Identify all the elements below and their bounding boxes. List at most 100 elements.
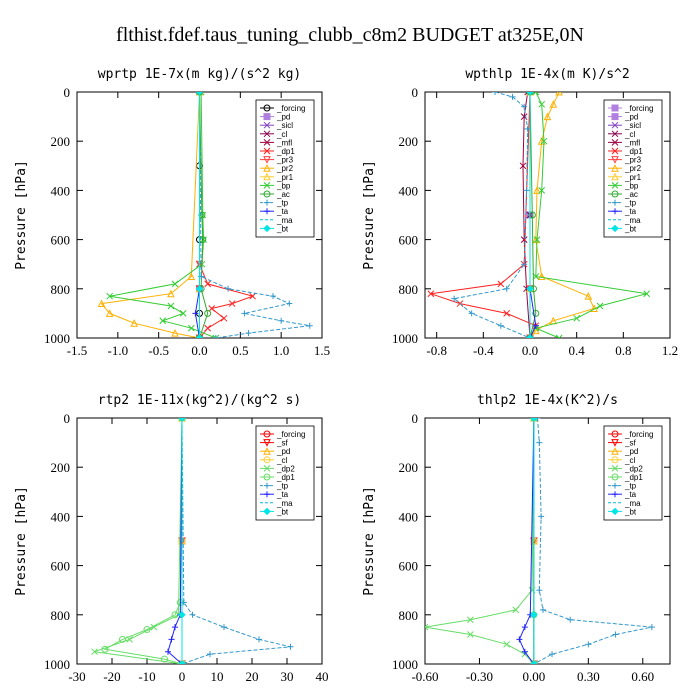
legend-entry: _bt bbox=[276, 507, 289, 516]
data-point bbox=[287, 643, 294, 650]
y-tick-label: 200 bbox=[399, 460, 419, 475]
series-line-dp1 bbox=[103, 418, 183, 664]
legend-marker bbox=[611, 130, 619, 138]
data-point bbox=[91, 648, 98, 656]
y-tick-label: 0 bbox=[64, 411, 71, 426]
x-tick-label: 1.5 bbox=[314, 343, 330, 358]
legend-marker bbox=[611, 465, 619, 472]
plot-frame bbox=[424, 417, 671, 665]
legend-entry: _dp1 bbox=[276, 473, 295, 482]
x-tick-label: 0.00 bbox=[523, 669, 546, 684]
data-point bbox=[532, 92, 540, 96]
data-point bbox=[171, 328, 179, 337]
data-point bbox=[526, 92, 534, 96]
legend-box bbox=[603, 425, 663, 521]
data-point bbox=[204, 280, 212, 288]
data-point bbox=[497, 280, 505, 288]
data-point bbox=[130, 319, 138, 327]
panel-title: wprtp 1E-7x(m kg)/(s^2 kg) bbox=[98, 67, 302, 82]
series-line-dp2 bbox=[425, 418, 535, 664]
legend-entry: _ma bbox=[276, 216, 293, 225]
y-tick-label: 600 bbox=[399, 559, 419, 574]
data-point bbox=[207, 651, 213, 658]
legend-entry: _bp bbox=[624, 181, 639, 190]
series-line-ac bbox=[199, 92, 209, 338]
y-tick-label: 1000 bbox=[44, 657, 70, 672]
data-point bbox=[540, 137, 548, 145]
legend-marker bbox=[263, 456, 271, 464]
legend-marker bbox=[611, 113, 619, 121]
legend-entry: _bp bbox=[276, 181, 291, 190]
data-point bbox=[159, 317, 167, 325]
y-tick-label: 0 bbox=[64, 85, 71, 100]
data-point bbox=[189, 611, 196, 618]
legend-entry: _dp1 bbox=[624, 147, 643, 156]
legend-entry: _bt bbox=[624, 224, 637, 233]
x-tick-label: 0.4 bbox=[569, 343, 586, 358]
legend-marker bbox=[263, 130, 271, 138]
legend-entry: _sicl bbox=[276, 121, 293, 130]
data-point bbox=[612, 631, 619, 638]
y-tick-label: 0 bbox=[412, 411, 419, 426]
data-point bbox=[503, 310, 511, 317]
legend-entry: _cl bbox=[276, 456, 287, 465]
legend-entry: _tp bbox=[276, 482, 289, 491]
data-point bbox=[543, 112, 552, 121]
x-tick-label: -30 bbox=[68, 669, 85, 684]
x-tick-label: 1.0 bbox=[273, 343, 289, 358]
legend-marker bbox=[263, 113, 271, 121]
data-point bbox=[521, 261, 528, 268]
legend-entry: _forcing bbox=[624, 430, 653, 439]
legend-entry: _pd bbox=[276, 113, 290, 122]
data-point bbox=[179, 310, 187, 317]
legend-marker bbox=[263, 439, 271, 447]
legend-marker bbox=[263, 164, 271, 172]
data-point bbox=[221, 624, 227, 631]
data-point bbox=[503, 640, 511, 648]
legend-entry: _ma bbox=[624, 216, 641, 225]
legend-entry: _ta bbox=[624, 207, 637, 216]
legend-entry: _ac bbox=[624, 190, 638, 199]
data-point bbox=[212, 334, 220, 338]
series-group bbox=[427, 92, 651, 338]
legend-marker bbox=[611, 507, 619, 516]
legend-marker bbox=[263, 139, 271, 146]
data-point bbox=[119, 635, 126, 643]
x-tick-label: -0.30 bbox=[466, 669, 493, 684]
panel-1: wprtp 1E-7x(m kg)/(s^2 kg) Pressure [hPa]… bbox=[14, 67, 330, 358]
legend-box bbox=[255, 425, 315, 521]
data-point bbox=[101, 645, 109, 653]
y-tick-label: 600 bbox=[51, 233, 71, 248]
legend-marker bbox=[611, 156, 619, 164]
legend-entry: _sf bbox=[624, 439, 636, 448]
legend-entry: _ac bbox=[276, 190, 290, 199]
panel-title: thlp2 1E-4x(K^2)/s bbox=[477, 393, 618, 408]
data-point bbox=[195, 334, 204, 338]
legend-marker bbox=[611, 182, 619, 189]
data-point bbox=[538, 187, 546, 194]
data-point bbox=[161, 655, 168, 663]
x-tick-label: -0.60 bbox=[411, 669, 438, 684]
legend-marker bbox=[611, 430, 619, 438]
legend-marker bbox=[263, 224, 271, 233]
x-tick-label: 0.0 bbox=[191, 343, 207, 358]
legend-entry: _ta bbox=[276, 490, 289, 499]
legend-marker bbox=[263, 465, 271, 472]
legend-entry: _bt bbox=[624, 507, 637, 516]
data-point bbox=[536, 587, 543, 594]
data-point bbox=[528, 211, 536, 219]
legend-marker bbox=[611, 139, 619, 146]
data-point bbox=[172, 624, 178, 631]
x-tick-label: 1.2 bbox=[662, 343, 678, 358]
legend-marker bbox=[263, 507, 271, 516]
data-point bbox=[167, 289, 175, 298]
y-tick-label: 400 bbox=[51, 509, 71, 524]
series-line-tp bbox=[453, 92, 531, 338]
legend-marker bbox=[263, 156, 271, 164]
y-tick-label: 1000 bbox=[44, 331, 70, 346]
legend-marker bbox=[612, 491, 618, 498]
legend-entry: _cl bbox=[624, 456, 635, 465]
legend-entry: _ta bbox=[276, 207, 289, 216]
x-tick-label: -0.4 bbox=[473, 343, 494, 358]
data-point bbox=[187, 272, 196, 280]
